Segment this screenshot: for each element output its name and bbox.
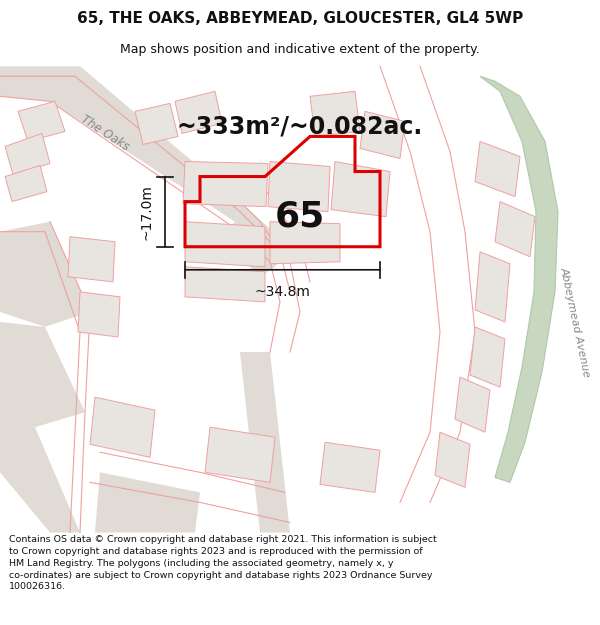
Polygon shape xyxy=(78,292,120,337)
Polygon shape xyxy=(320,442,380,493)
Polygon shape xyxy=(18,101,65,141)
Polygon shape xyxy=(0,222,90,327)
Polygon shape xyxy=(470,327,505,387)
Polygon shape xyxy=(235,202,290,267)
Polygon shape xyxy=(135,103,178,144)
Polygon shape xyxy=(0,402,80,532)
Polygon shape xyxy=(360,111,405,159)
Text: ~17.0m: ~17.0m xyxy=(139,184,153,239)
Text: 65, THE OAKS, ABBEYMEAD, GLOUCESTER, GL4 5WP: 65, THE OAKS, ABBEYMEAD, GLOUCESTER, GL4… xyxy=(77,11,523,26)
Polygon shape xyxy=(455,377,490,432)
Polygon shape xyxy=(205,428,275,483)
Polygon shape xyxy=(185,267,265,302)
Text: ~34.8m: ~34.8m xyxy=(254,285,310,299)
Polygon shape xyxy=(68,237,115,282)
Polygon shape xyxy=(90,397,155,458)
Text: The Oaks: The Oaks xyxy=(79,113,131,154)
Polygon shape xyxy=(175,91,222,133)
Polygon shape xyxy=(495,202,535,257)
Polygon shape xyxy=(220,222,275,277)
Polygon shape xyxy=(240,352,290,532)
Polygon shape xyxy=(0,66,240,222)
Polygon shape xyxy=(435,432,470,488)
Polygon shape xyxy=(270,222,340,264)
Polygon shape xyxy=(5,166,47,202)
Text: Map shows position and indicative extent of the property.: Map shows position and indicative extent… xyxy=(120,43,480,56)
Polygon shape xyxy=(331,161,390,217)
Polygon shape xyxy=(5,133,50,174)
Polygon shape xyxy=(183,161,268,207)
Polygon shape xyxy=(475,141,520,197)
Polygon shape xyxy=(185,222,265,267)
Polygon shape xyxy=(268,161,330,212)
Text: ~333m²/~0.082ac.: ~333m²/~0.082ac. xyxy=(177,114,423,138)
Polygon shape xyxy=(0,322,85,428)
Text: Contains OS data © Crown copyright and database right 2021. This information is : Contains OS data © Crown copyright and d… xyxy=(9,535,437,591)
Polygon shape xyxy=(480,76,558,482)
Polygon shape xyxy=(95,472,200,532)
Polygon shape xyxy=(475,252,510,322)
Text: Abbeymead Avenue: Abbeymead Avenue xyxy=(559,266,592,378)
Polygon shape xyxy=(310,91,360,136)
Text: 65: 65 xyxy=(275,199,325,234)
